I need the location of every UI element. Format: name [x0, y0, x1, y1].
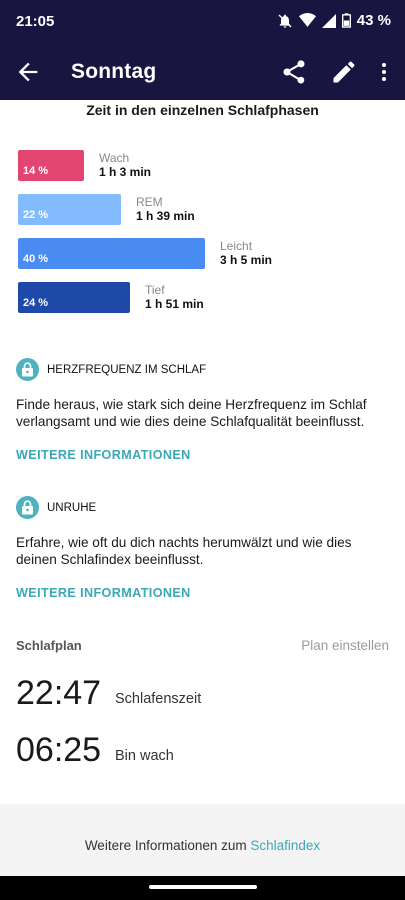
wifi-icon	[298, 13, 316, 27]
footer: Weitere Informationen zum Schlafindex	[0, 804, 405, 876]
wake-label: Bin wach	[115, 748, 174, 764]
feature-heading-restlessness: UNRUHE	[47, 502, 97, 514]
feature-description-heart-rate: Finde heraus, wie stark sich deine Herzf…	[16, 397, 367, 429]
bedtime-time: 22:47	[16, 674, 102, 712]
phase-name: Leicht	[220, 239, 253, 253]
phase-bar-rem: 22 %	[18, 194, 121, 225]
phase-duration: 3 h 5 min	[220, 253, 273, 267]
feature-description-restlessness: Erfahre, wie oft du dich nachts herumwäl…	[16, 535, 352, 567]
phase-bar-leicht: 40 %	[18, 238, 205, 269]
set-plan-button[interactable]: Plan einstellen	[301, 638, 389, 653]
lock-icon	[16, 358, 39, 381]
status-time: 21:05	[16, 13, 55, 30]
more-vert-icon[interactable]	[372, 58, 396, 86]
lock-icon	[16, 496, 39, 519]
sleep-score-link[interactable]: Schlafindex	[250, 838, 321, 853]
phase-percent: 14 %	[23, 165, 49, 177]
status-bar: 21:05 43 %	[0, 0, 405, 44]
phase-percent: 22 %	[23, 209, 49, 221]
status-icons: 43 %	[277, 12, 391, 29]
phase-name: Tief	[145, 283, 165, 297]
phase-duration: 1 h 39 min	[136, 209, 195, 223]
share-icon[interactable]	[280, 58, 308, 86]
more-info-link-heart-rate[interactable]: WEITERE INFORMATIONEN	[16, 448, 191, 462]
mute-bell-icon	[278, 14, 292, 28]
phase-duration: 1 h 3 min	[99, 165, 152, 179]
schedule-heading: Schlafplan	[16, 638, 82, 653]
app-bar: Sonntag	[0, 44, 405, 100]
bedtime-label: Schlafenszeit	[115, 691, 202, 707]
more-info-link-restlessness[interactable]: WEITERE INFORMATIONEN	[16, 586, 191, 600]
sleep-phases-title: Zeit in den einzelnen Schlafphasen	[86, 102, 319, 118]
signal-icon	[321, 13, 336, 28]
feature-heading-heart-rate: HERZFREQUENZ IM SCHLAF	[47, 364, 207, 376]
wake-time: 06:25	[16, 731, 102, 769]
footer-prefix: Weitere Informationen zum	[84, 838, 251, 853]
back-arrow-icon[interactable]	[14, 58, 42, 86]
battery-icon	[341, 13, 351, 28]
battery-percent: 43 %	[356, 12, 391, 29]
phase-name: REM	[136, 195, 163, 209]
phase-name: Wach	[99, 151, 130, 165]
phase-bar-tief: 24 %	[18, 282, 130, 313]
phase-percent: 24 %	[23, 297, 49, 309]
phase-duration: 1 h 51 min	[145, 297, 204, 311]
page-title: Sonntag	[71, 60, 157, 83]
home-handle[interactable]	[149, 885, 257, 889]
navigation-bar	[0, 876, 405, 900]
footer-text: Weitere Informationen zum Schlafindex	[0, 838, 405, 853]
phase-percent: 40 %	[23, 253, 49, 265]
edit-icon[interactable]	[330, 58, 358, 86]
phase-bar-wach: 14 %	[18, 150, 84, 181]
